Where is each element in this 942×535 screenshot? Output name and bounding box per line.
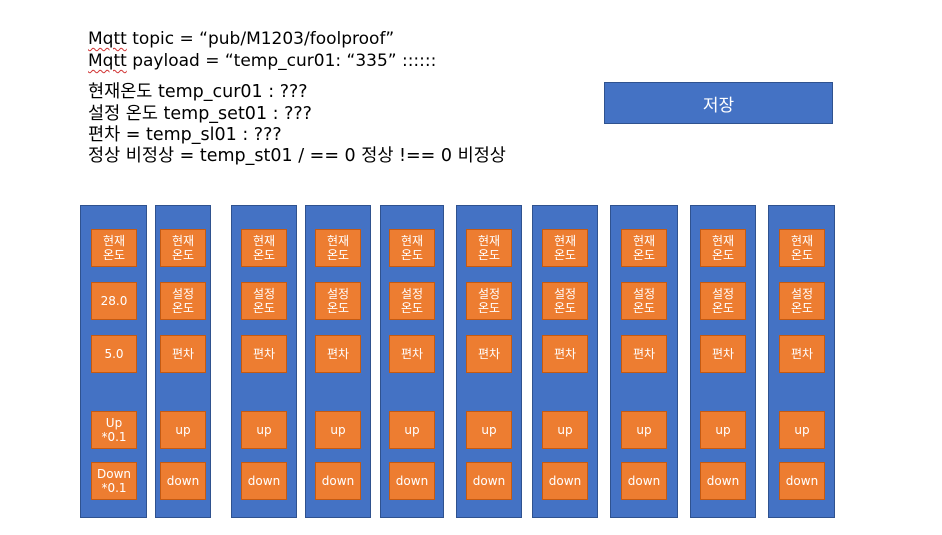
mqtt-topic-line: Mqtt topic = “pub/M1203/foolproof” [88,28,394,50]
current-temp-cell: 현재 온도 [389,229,435,267]
down-button[interactable]: down [389,462,435,500]
up-button[interactable]: up [621,411,667,449]
set-temp-cell: 설정 온도 [241,282,287,320]
up-button[interactable]: up [542,411,588,449]
note-deviation: 편차 = temp_sl01 : ??? [88,125,282,145]
deviation-cell: 편차 [700,335,746,373]
down-button[interactable]: down [241,462,287,500]
up-button[interactable]: up [389,411,435,449]
deviation-cell: 편차 [241,335,287,373]
down-button[interactable]: down [315,462,361,500]
current-temp-cell: 현재 온도 [779,229,825,267]
current-temp-cell: 현재 온도 [160,229,206,267]
mqtt-word: Mqtt [88,29,127,49]
current-temp-cell: 현재 온도 [542,229,588,267]
down-button[interactable]: down [160,462,206,500]
deviation-cell: 편차 [621,335,667,373]
down-button[interactable]: down [542,462,588,500]
current-temp-cell: 현재 온도 [241,229,287,267]
up-button[interactable]: up [466,411,512,449]
up-button[interactable]: up [160,411,206,449]
note-set-temp: 설정 온도 temp_set01 : ??? [88,104,312,124]
deviation-cell: 편차 [315,335,361,373]
up-button[interactable]: up [315,411,361,449]
mqtt-word: Mqtt [88,51,127,71]
deviation-cell: 편차 [542,335,588,373]
set-temp-cell: 설정 온도 [700,282,746,320]
up-button[interactable]: up [779,411,825,449]
set-temp-cell: 설정 온도 [315,282,361,320]
down-button[interactable]: down [621,462,667,500]
down-button[interactable]: down [779,462,825,500]
set-temp-cell: 설정 온도 [466,282,512,320]
save-button[interactable]: 저장 [604,82,833,124]
up-button[interactable]: Up *0.1 [91,411,137,449]
mqtt-payload-line: Mqtt payload = “temp_cur01: “335” :::::: [88,50,436,72]
set-temp-cell: 설정 온도 [779,282,825,320]
current-temp-cell: 현재 온도 [700,229,746,267]
deviation-cell: 편차 [389,335,435,373]
set-temp-cell: 설정 온도 [542,282,588,320]
current-temp-cell: 현재 온도 [621,229,667,267]
down-button[interactable]: down [466,462,512,500]
deviation-cell: 편차 [160,335,206,373]
down-button[interactable]: down [700,462,746,500]
down-button[interactable]: Down *0.1 [91,462,137,500]
note-current-temp: 현재온도 temp_cur01 : ??? [88,82,308,102]
up-button[interactable]: up [700,411,746,449]
deviation-cell: 편차 [466,335,512,373]
mqtt-payload-text: payload = “temp_cur01: “335” :::::: [126,51,437,71]
mqtt-topic-text: topic = “pub/M1203/foolproof” [126,29,395,49]
current-temp-cell: 현재 온도 [315,229,361,267]
up-button[interactable]: up [241,411,287,449]
set-temp-cell: 설정 온도 [160,282,206,320]
current-temp-cell: 현재 온도 [91,229,137,267]
set-temp-cell: 28.0 [91,282,137,320]
set-temp-cell: 설정 온도 [621,282,667,320]
deviation-cell: 5.0 [91,335,137,373]
current-temp-cell: 현재 온도 [466,229,512,267]
deviation-cell: 편차 [779,335,825,373]
set-temp-cell: 설정 온도 [389,282,435,320]
note-status: 정상 비정상 = temp_st01 / == 0 정상 !== 0 비정상 [88,146,506,166]
